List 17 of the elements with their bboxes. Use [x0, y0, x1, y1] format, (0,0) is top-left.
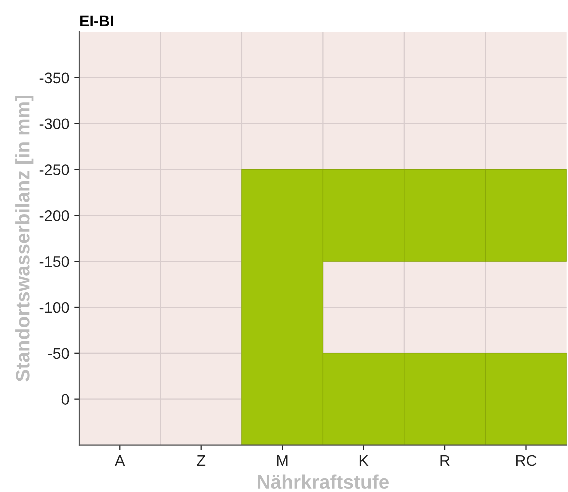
y-tick-label: -150: [40, 256, 70, 268]
y-tick-label: 0: [62, 394, 70, 406]
y-tick-label: -250: [40, 164, 70, 176]
x-tick-label: K: [360, 456, 369, 466]
y-axis-title: Standortswasserbilanz [in mm]: [16, 96, 34, 382]
y-tick-label: -350: [40, 72, 70, 84]
x-tick-label: M: [277, 456, 288, 466]
x-tick-label: Z: [197, 456, 206, 466]
y-tick-label: -200: [40, 210, 70, 222]
y-tick-label: -300: [40, 118, 70, 130]
x-axis-title: Nährkraftstufe: [258, 474, 389, 490]
x-tick-label: RC: [516, 455, 537, 466]
chart-title: EI-BI: [80, 16, 114, 26]
y-tick-label: -50: [48, 348, 70, 360]
y-tick-label: -100: [40, 302, 70, 314]
x-tick-label: A: [115, 456, 126, 466]
x-tick-label: R: [440, 456, 450, 466]
